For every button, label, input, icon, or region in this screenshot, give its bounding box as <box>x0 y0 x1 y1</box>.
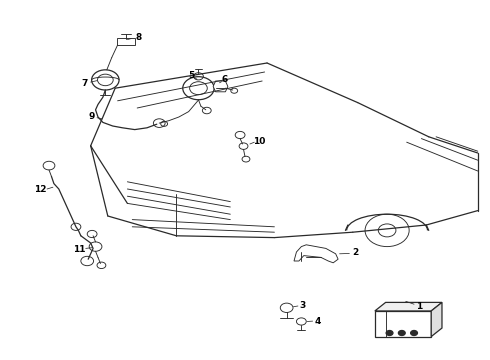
Polygon shape <box>375 311 431 337</box>
Polygon shape <box>431 302 442 337</box>
Circle shape <box>411 330 417 336</box>
Text: 8: 8 <box>136 32 142 41</box>
FancyBboxPatch shape <box>117 38 135 45</box>
Polygon shape <box>375 302 442 311</box>
Text: 7: 7 <box>81 79 88 88</box>
Text: 3: 3 <box>299 302 305 310</box>
Text: 5: 5 <box>188 71 194 80</box>
Text: 11: 11 <box>73 245 86 254</box>
Polygon shape <box>213 81 228 92</box>
Text: 10: 10 <box>252 136 265 145</box>
Text: 2: 2 <box>352 248 358 257</box>
Text: 12: 12 <box>34 185 47 194</box>
Text: 1: 1 <box>416 302 422 311</box>
Circle shape <box>386 330 393 336</box>
Polygon shape <box>294 245 338 263</box>
Text: 9: 9 <box>89 112 96 121</box>
Circle shape <box>398 330 405 336</box>
Text: 6: 6 <box>221 76 227 85</box>
Text: 4: 4 <box>314 317 321 325</box>
